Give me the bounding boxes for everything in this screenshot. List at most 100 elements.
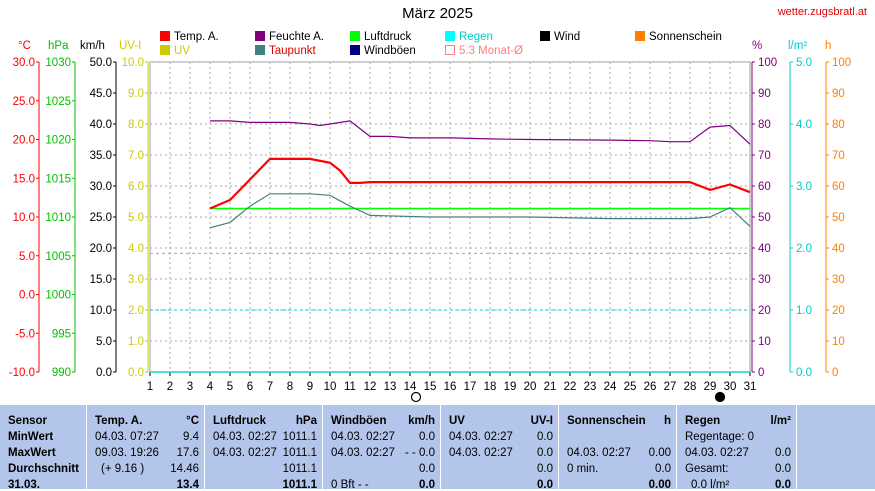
stats-time: 0 min.: [567, 463, 599, 475]
temp-tick-label: 20.0: [13, 135, 35, 147]
series-line-taupunkt: [209, 193, 751, 229]
pressure-tick-label: 1005: [45, 251, 71, 263]
legend-month-avg: 5.3 Monat-Ø: [445, 45, 523, 57]
x-tick-label: 3: [187, 381, 193, 393]
humidity-tick-label: 20: [758, 305, 771, 317]
x-tick-label: 31: [744, 381, 757, 393]
temp-tick-label: 30.0: [13, 57, 35, 69]
legend-swatch: [445, 31, 455, 41]
sun-tick-label: 60: [832, 181, 845, 193]
rain-tick-label: 4.0: [796, 119, 812, 131]
humidity-tick-label: 90: [758, 88, 771, 100]
uv-tick-label: 5.0: [128, 212, 144, 224]
humidity-tick-label: 30: [758, 274, 771, 286]
humidity-tick-label: 10: [758, 336, 771, 348]
stats-header: UV: [449, 415, 465, 427]
wind-tick-label: 15.0: [90, 274, 112, 286]
temp-tick-label: -5.0: [15, 328, 35, 340]
legend-label: UV: [174, 45, 190, 57]
stats-value: 0.0: [419, 431, 435, 443]
stats-value: - - 0.0: [404, 447, 435, 459]
wind-tick-label: 30.0: [90, 181, 112, 193]
humidity-tick-label: 80: [758, 119, 771, 131]
uv-tick-label: 10.0: [122, 57, 144, 69]
legend-uv: UV: [160, 45, 190, 57]
legend-sun: Sonnenschein: [635, 31, 722, 43]
x-tick-label: 7: [267, 381, 273, 393]
stats-header: Windböen: [331, 415, 387, 427]
sun-tick-label: 90: [832, 88, 845, 100]
stats-value: 17.6: [176, 447, 199, 459]
temp-tick-label: 25.0: [13, 96, 35, 108]
legend-swatch: [635, 31, 645, 41]
sun-tick-label: 50: [832, 212, 845, 224]
legend-label: Wind: [554, 31, 581, 43]
pressure-tick-label: 1015: [45, 173, 71, 185]
temp-tick-label: 15.0: [13, 173, 35, 185]
stats-time: Regentage: 0: [685, 431, 755, 443]
x-tick-label: 8: [287, 381, 293, 393]
series-line-feuchte-a-: [210, 120, 751, 145]
stats-col-wind: Windböen km/h 04.03. 02:27 0.0 04.03. 02…: [322, 405, 441, 491]
legend-label: Luftdruck: [364, 31, 412, 43]
stats-value: 0.0: [419, 479, 435, 491]
temp-tick-label: 10.0: [13, 212, 35, 224]
legend-swatch: [255, 45, 265, 55]
x-tick-label: 23: [584, 381, 597, 393]
rain-tick-label: 3.0: [796, 181, 812, 193]
legend-label: Temp. A.: [174, 31, 219, 43]
stats-value: 13.4: [176, 479, 199, 491]
x-tick-label: 27: [664, 381, 677, 393]
rain-tick-label: 2.0: [796, 243, 812, 255]
stats-unit: h: [663, 415, 671, 427]
uv-tick-label: 9.0: [128, 88, 144, 100]
stats-value: 0.0: [775, 447, 791, 459]
stats-row-label: Durchschnitt: [8, 463, 79, 475]
humidity-tick-label: 100: [758, 57, 777, 69]
x-tick-label: 28: [684, 381, 697, 393]
legend-label: Taupunkt: [269, 45, 316, 57]
x-tick-label: 29: [704, 381, 717, 393]
uv-tick-label: 3.0: [128, 274, 144, 286]
legend-swatch: [350, 31, 360, 41]
pressure-tick-label: 1010: [45, 212, 71, 224]
stats-time: Gesamt:: [685, 463, 729, 475]
x-tick-label: 21: [544, 381, 557, 393]
wind-tick-label: 40.0: [90, 119, 112, 131]
sun-tick-label: 40: [832, 243, 845, 255]
legend-wind: Wind: [540, 31, 580, 43]
pressure-tick-label: 1025: [45, 96, 71, 108]
uv-tick-label: 2.0: [128, 305, 144, 317]
legend-pressure: Luftdruck: [350, 31, 411, 43]
x-tick-label: 2: [167, 381, 173, 393]
stats-col-empty: [796, 405, 875, 489]
stats-header: Temp. A.: [95, 415, 143, 427]
x-tick-label: 5: [227, 381, 233, 393]
temp-axis-unit: °C: [18, 40, 31, 52]
legend-humidity: Feuchte A.: [255, 31, 324, 43]
rain-tick-label: 0.0: [796, 367, 812, 379]
stats-time: (+ 9.16 ): [101, 463, 145, 475]
legend-label: Feuchte A.: [269, 31, 324, 43]
wind-tick-label: 25.0: [90, 212, 112, 224]
site-link[interactable]: wetter.zugsbratl.at: [777, 6, 867, 18]
stats-time: 04.03. 02:27: [449, 447, 513, 459]
stats-header: Luftdruck: [213, 415, 267, 427]
humidity-tick-label: 0: [758, 367, 764, 379]
stats-unit: km/h: [408, 415, 435, 427]
stats-time: 04.03. 02:27: [331, 431, 395, 443]
stats-unit: °C: [186, 415, 199, 427]
legend-swatch: [160, 31, 170, 41]
stats-time: 04.03. 07:27: [95, 431, 159, 443]
stats-value: 0.0: [655, 463, 671, 475]
stats-header: Regen: [685, 415, 721, 427]
sun-tick-label: 20: [832, 305, 845, 317]
sun-tick-label: 80: [832, 119, 845, 131]
stats-time: 04.03. 02:27: [449, 431, 513, 443]
x-tick-label: 20: [524, 381, 537, 393]
pressure-tick-label: 1030: [45, 57, 71, 69]
stats-time: 04.03. 02:27: [331, 447, 395, 459]
stats-header: Sensor: [8, 415, 47, 427]
x-tick-label: 26: [644, 381, 657, 393]
full-moon-icon: [410, 391, 422, 403]
